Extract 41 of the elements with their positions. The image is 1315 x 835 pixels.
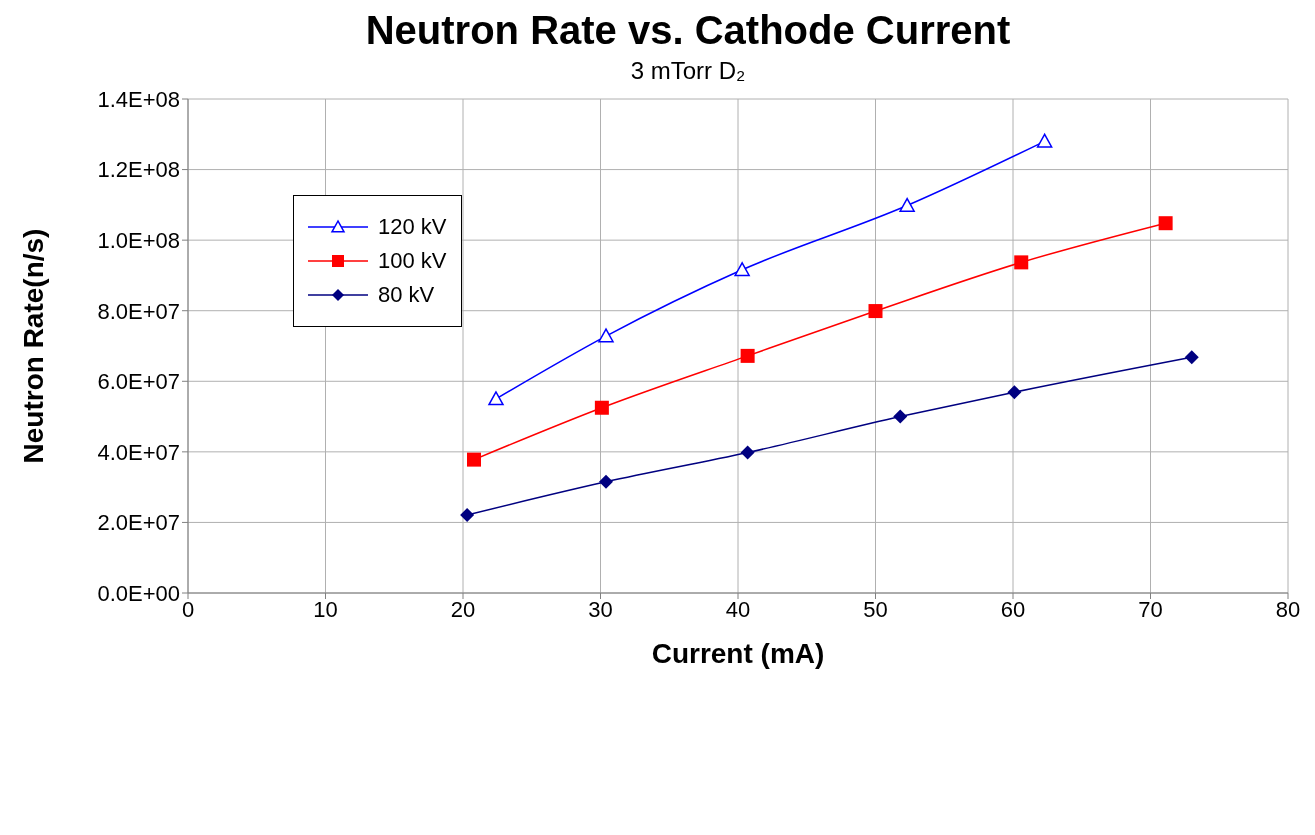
y-tick-label: 1.2E+08	[97, 157, 180, 183]
x-tick-label: 20	[450, 596, 476, 622]
legend-label: 80 kV	[378, 282, 435, 308]
point	[740, 348, 755, 363]
y-axis-title: Neutron Rate(n/s)	[17, 228, 49, 464]
point	[594, 400, 609, 415]
legend-label: 120 kV	[378, 214, 447, 240]
point	[598, 328, 614, 343]
point	[868, 304, 883, 319]
x-axis-title: Current (mA)	[651, 638, 825, 669]
x-tick-label: 40	[725, 596, 751, 622]
point	[893, 409, 908, 424]
point	[899, 197, 915, 212]
point	[599, 474, 613, 489]
y-tick-label: 1.4E+08	[97, 86, 180, 112]
point	[488, 391, 504, 406]
point	[1184, 350, 1199, 365]
x-tick-label: 30	[588, 596, 613, 622]
point	[1158, 216, 1173, 231]
chart-subtitle: 3 mTorr D₂	[629, 57, 747, 85]
x-tick-label: 60	[1000, 596, 1026, 622]
legend-label: 100 kV	[378, 248, 447, 274]
point	[734, 262, 750, 277]
x-tick-label: 70	[1138, 596, 1163, 622]
x-tick-label: 10	[313, 596, 338, 622]
x-tick-label: 50	[863, 596, 888, 622]
point	[1007, 385, 1022, 400]
x-tick-label: 0	[181, 596, 195, 622]
point	[1036, 133, 1053, 148]
chart-title: Neutron Rate vs. Cathode Current	[364, 8, 1012, 53]
y-tick-label: 2.0E+07	[97, 510, 180, 536]
y-tick-label: 4.0E+07	[97, 439, 180, 465]
point	[740, 445, 755, 460]
y-tick-label: 0.0E+00	[97, 580, 180, 606]
y-tick-label: 8.0E+07	[97, 298, 180, 324]
y-tick-label: 6.0E+07	[97, 369, 180, 395]
point	[1014, 255, 1029, 270]
point	[460, 508, 475, 523]
y-tick-label: 1.0E+08	[97, 227, 180, 253]
x-tick-label: 80	[1275, 596, 1301, 622]
point	[467, 452, 481, 467]
